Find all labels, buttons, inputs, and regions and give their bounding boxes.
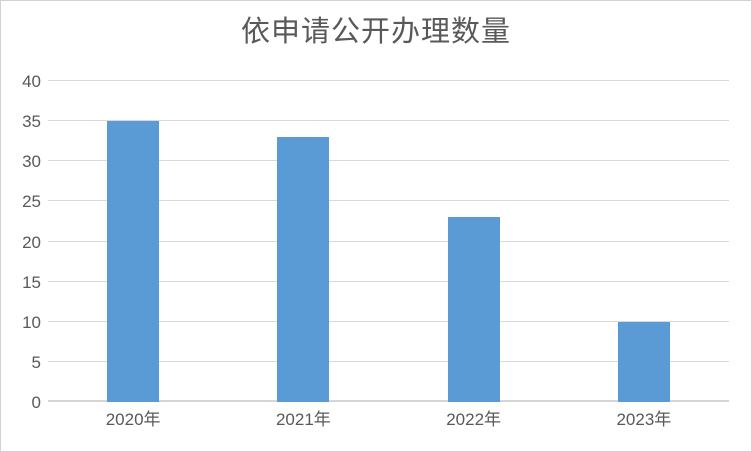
x-tick-label: 2023年 (616, 410, 672, 429)
gridline (48, 360, 729, 362)
y-tick-label: 20 (22, 232, 41, 252)
bar-2021年 (277, 137, 330, 402)
y-tick-label: 0 (31, 393, 41, 412)
y-tick-label: 40 (22, 72, 41, 91)
gridline (48, 200, 729, 202)
gridline (48, 80, 729, 81)
gridline (48, 240, 729, 242)
x-axis-line (48, 400, 729, 402)
gridline (48, 120, 729, 122)
gridline (48, 320, 729, 322)
y-tick-label: 15 (22, 272, 41, 292)
x-tick-label: 2020年 (105, 410, 161, 429)
bar-2020年 (107, 121, 160, 402)
y-tick-label: 25 (22, 192, 41, 212)
y-tick-label: 10 (22, 312, 41, 332)
y-tick-label: 35 (22, 112, 41, 132)
plot-area (48, 80, 729, 402)
y-tick-label: 30 (22, 152, 41, 172)
chart-title: 依申请公开办理数量 (240, 16, 511, 48)
bar-2023年 (617, 321, 670, 402)
gridline (48, 160, 729, 162)
x-tick-label: 2022年 (446, 410, 502, 429)
bar-2022年 (447, 217, 500, 402)
x-tick-label: 2021年 (275, 410, 331, 429)
gridline (48, 280, 729, 282)
y-tick-label: 5 (31, 352, 41, 372)
